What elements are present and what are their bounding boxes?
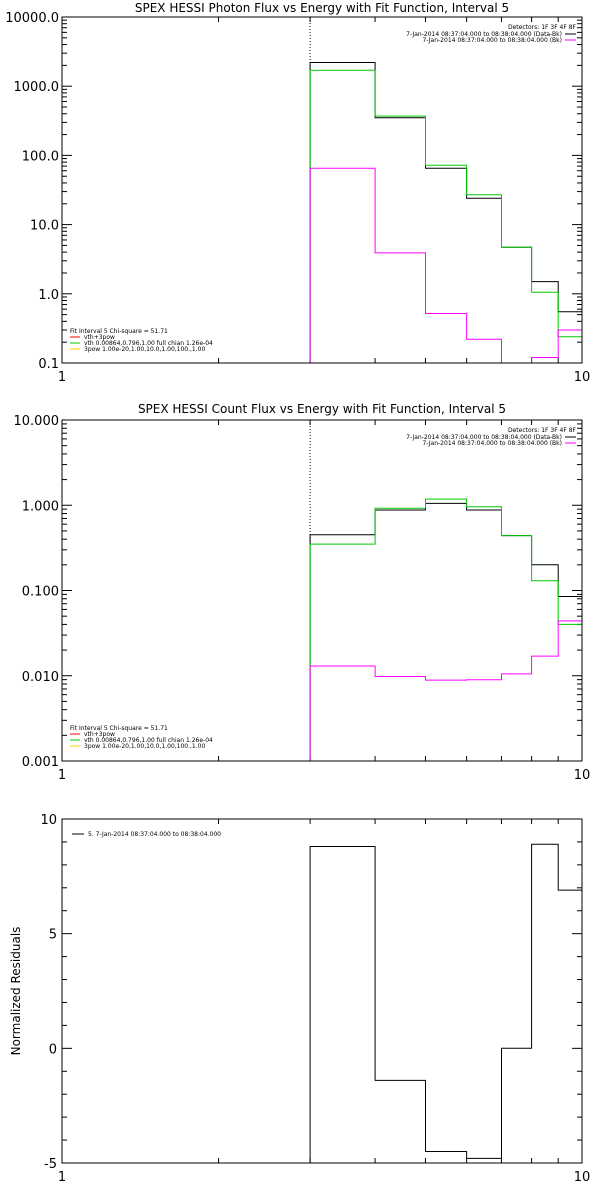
panel2-series-data-bk [309,502,583,761]
panel3-ytick-label: -5 [44,1157,57,1172]
panel1-ytick-label: 10000.0 [5,11,59,26]
panel2-xtick-label: 1 [58,768,66,783]
panel2-legend-entry: vth+3pow [84,731,115,738]
panel2-series-bk [309,620,583,761]
panel3-xtick-label: 10 [574,1170,591,1185]
panel1-ytick-label: 1000.0 [14,80,60,95]
panel2-legend-entry: vth 0.00864,0.796,1.00 full chian 1.26e-… [84,737,213,744]
panel2-frame [61,419,583,762]
panel1-series-vth [309,69,583,363]
panel3-ytick-label: 0 [49,1042,57,1057]
panel2-legend-entry: 7-Jan-2014 08:37:04.000 to 08:38:04.000 … [422,440,562,447]
panel2-ytick-label: 0.001 [22,755,59,770]
panel3-frame [61,818,583,1164]
panel1-legend-entry: 3pow 1.00e-20,1.00,10.0,1.00,100.,1.00 [84,346,205,353]
panel2-title: SPEX HESSI Count Flux vs Energy with Fit… [138,402,506,416]
panel1-series-data-bk [309,62,583,363]
panel1-xtick-label: 10 [574,370,591,385]
panel1-frame [61,16,583,364]
panel1-legend-detectors: Detectors: 1F 3F 4F 8F [508,24,577,31]
panel3-xtick-label: 1 [58,1170,66,1185]
panel2-legend-entry: 3pow 1.00e-20,1.00,10.0,1.00,100.,1.00 [84,743,205,750]
panel1-xtick-label: 1 [58,370,66,385]
panel2-ytick-label: 0.100 [22,585,59,600]
panel1-series-bk [309,167,583,364]
panel3-ytick-label: 5 [49,928,57,943]
panel1-ytick-label: 10.0 [30,219,59,234]
panel2-legend-detectors: Detectors: 1F 3F 4F 8F [508,427,577,434]
panel1-legend-entry: 7-Jan-2014 08:37:04.000 to 08:38:04.000 … [422,37,562,44]
panel3-ytick-label: 10 [40,813,57,828]
panel1-ytick-label: 100.0 [22,149,59,164]
panel2-legend-header: Fit Interval 5 Chi-square = 51.71 [70,725,168,732]
panel2-series-vth [309,498,583,761]
panel1-title: SPEX HESSI Photon Flux vs Energy with Fi… [135,1,509,15]
panel1-ytick-label: 1.0 [38,288,59,303]
panel1-legend-entry: 7-Jan-2014 08:37:04.000 to 08:38:04.000 … [406,31,562,38]
panel3-ylabel: Normalized Residuals [9,927,23,1056]
panel3-legend-entry: 5. 7-Jan-2014 08:37:04.000 to 08:38:04.0… [88,831,221,838]
panel2-legend-entry: 7-Jan-2014 08:37:04.000 to 08:38:04.000 … [406,434,562,441]
panel2-ytick-label: 10.000 [14,414,60,429]
panel1-legend-entry: vth 0.00864,0.796,1.00 full chian 1.26e-… [84,340,213,347]
panel2-ytick-label: 1.000 [22,499,59,514]
panel1-legend-entry: vth+3pow [84,334,115,341]
panel2-ytick-label: 0.010 [22,670,59,685]
panel1-legend-header: Fit Interval 5 Chi-square = 51.71 [70,328,168,335]
panel2-xtick-label: 10 [574,768,591,783]
panel1-ytick-label: 0.1 [38,357,59,372]
panel3-series-residuals [309,843,582,1163]
